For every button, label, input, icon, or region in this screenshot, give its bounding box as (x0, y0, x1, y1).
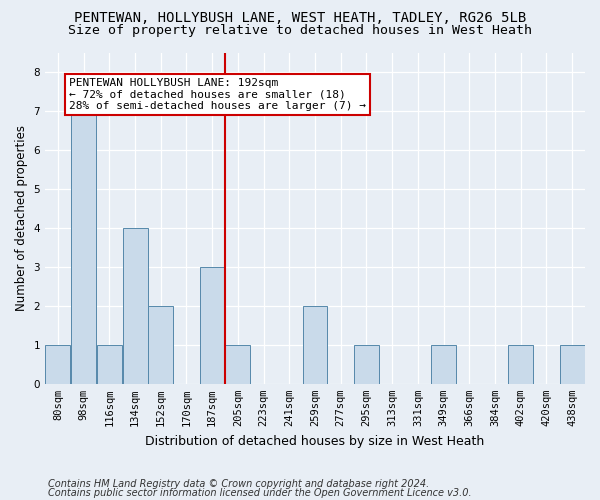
Bar (354, 345, 379, 384)
Bar (97, 345, 122, 384)
Bar (302, 306, 328, 384)
Bar (226, 345, 250, 384)
Bar (122, 228, 148, 384)
Text: Size of property relative to detached houses in West Heath: Size of property relative to detached ho… (68, 24, 532, 37)
Bar (431, 345, 456, 384)
Y-axis label: Number of detached properties: Number of detached properties (15, 125, 28, 311)
Text: Contains public sector information licensed under the Open Government Licence v3: Contains public sector information licen… (48, 488, 472, 498)
X-axis label: Distribution of detached houses by size in West Heath: Distribution of detached houses by size … (145, 434, 485, 448)
Bar (508, 345, 533, 384)
Bar (200, 267, 224, 384)
Text: Contains HM Land Registry data © Crown copyright and database right 2024.: Contains HM Land Registry data © Crown c… (48, 479, 429, 489)
Bar (148, 306, 173, 384)
Text: PENTEWAN, HOLLYBUSH LANE, WEST HEATH, TADLEY, RG26 5LB: PENTEWAN, HOLLYBUSH LANE, WEST HEATH, TA… (74, 11, 526, 25)
Text: PENTEWAN HOLLYBUSH LANE: 192sqm
← 72% of detached houses are smaller (18)
28% of: PENTEWAN HOLLYBUSH LANE: 192sqm ← 72% of… (68, 78, 365, 111)
Bar (46, 345, 70, 384)
Bar (560, 345, 584, 384)
Bar (71, 111, 96, 384)
